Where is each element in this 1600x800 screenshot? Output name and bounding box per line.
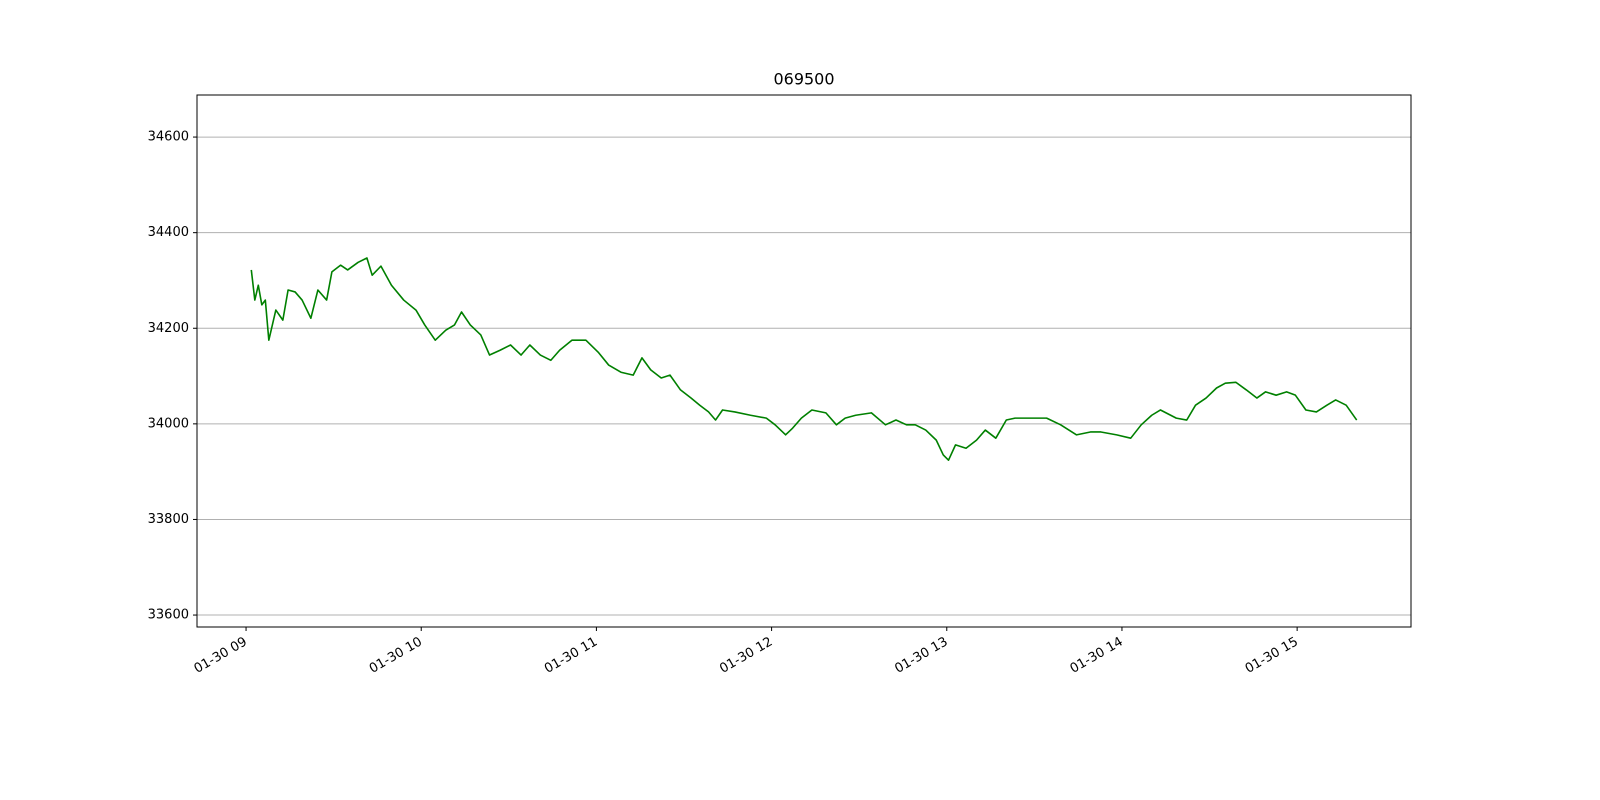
- plot-frame: [196, 94, 1412, 628]
- y-tick-label: 34000: [148, 416, 189, 431]
- y-tick-label: 33800: [148, 512, 189, 527]
- y-tick-label: 34600: [148, 130, 189, 145]
- y-tick-label: 34400: [148, 225, 189, 240]
- chart-title: 069500: [773, 70, 834, 89]
- line-series: [250, 257, 1358, 461]
- y-tick-label: 33600: [148, 608, 189, 623]
- y-tick-label: 34200: [148, 321, 189, 336]
